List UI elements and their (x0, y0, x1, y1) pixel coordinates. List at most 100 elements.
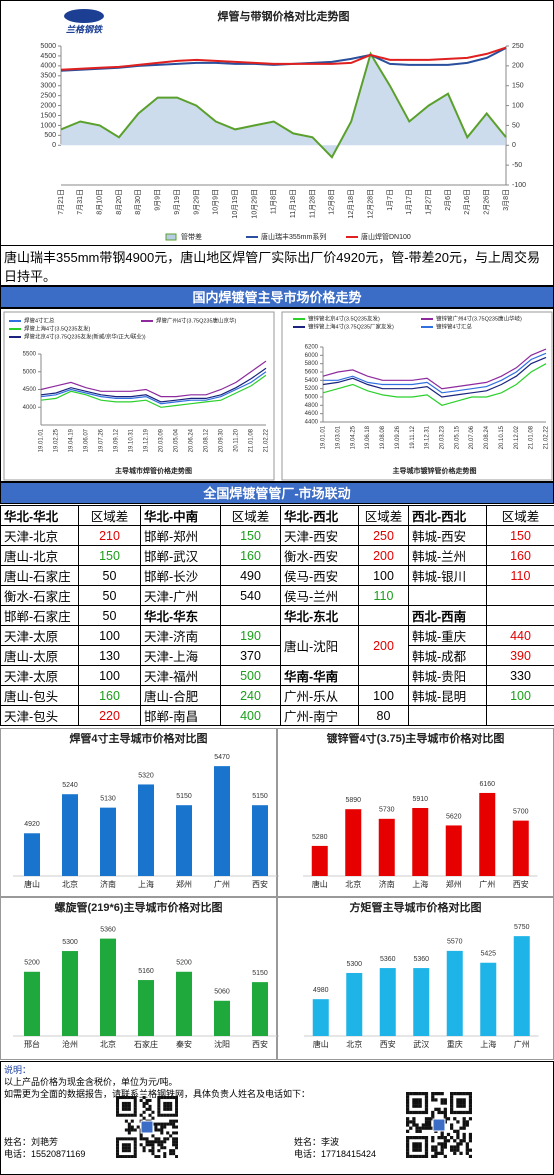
qr-module (443, 1145, 447, 1149)
qr-module (418, 1148, 422, 1152)
table-cell: 390 (486, 645, 554, 666)
qr-module (450, 1126, 454, 1130)
qr-module (406, 1101, 410, 1105)
value-label: 5320 (138, 772, 154, 779)
chart-title-box: 螺旋管(219*6)主导城市价格对比图 (54, 901, 223, 914)
x-tick-label: 19.01.01 (39, 428, 45, 452)
table-cell: 区域差 (78, 505, 141, 526)
panel (0, 897, 277, 1060)
qr-code (116, 1096, 178, 1158)
qr-module (127, 1155, 131, 1158)
x-tick-label: 广州 (214, 879, 230, 889)
contact-phone: 电话：15520871169 (4, 1149, 86, 1159)
qr-module (434, 1154, 438, 1158)
qr-module (440, 1092, 444, 1096)
qr-module (133, 1101, 137, 1105)
qr-module (154, 1128, 158, 1132)
qr-module (421, 1126, 425, 1130)
qr-module (450, 1095, 454, 1099)
qr-module (465, 1110, 469, 1115)
x-tick-label: 19.10.31 (129, 428, 135, 452)
table-cell: 天津-西安 (280, 525, 359, 546)
qr-module (130, 1113, 134, 1117)
value-label: 5280 (312, 834, 328, 841)
qr-module (157, 1110, 161, 1114)
qr-module (133, 1152, 137, 1156)
value-label: 4920 (24, 821, 40, 828)
bar (346, 972, 363, 1036)
qr-module (157, 1140, 161, 1144)
qr-module (124, 1101, 128, 1105)
qr-module (130, 1125, 134, 1129)
qr-module (142, 1116, 146, 1120)
qr-module (450, 1110, 454, 1115)
x-tick-label: 唐山 (312, 879, 328, 889)
qr-module (440, 1098, 444, 1102)
qr-module (175, 1131, 178, 1135)
x-tick-label: 20.03.09 (159, 428, 165, 452)
x-tick-label: 8月10日 (96, 189, 104, 215)
qr-module (124, 1113, 128, 1117)
x-tick-label: 唐山 (313, 1039, 329, 1049)
note-line: 如需更为全面的数据报告，请联系兰格钢铁网，具体负责人姓名及电话如下： (4, 1089, 311, 1099)
qr-module (421, 1092, 425, 1096)
table-cell (486, 705, 554, 726)
qr-module (136, 1125, 140, 1129)
qr-module (468, 1132, 472, 1137)
table-cell: 韩城-兰州 (408, 545, 487, 566)
table-cell: 150 (220, 525, 281, 546)
table-cell: 邯郸-郑州 (140, 525, 221, 546)
bar (24, 833, 40, 876)
qr-module (166, 1137, 170, 1141)
x-tick-label: 7月31日 (76, 189, 84, 215)
legend-label: 焊管北京4寸(3.75Q235友发(新威/京华/正大/联业)) (24, 332, 146, 340)
table-cell: 540 (220, 585, 281, 606)
qr-module (450, 1123, 454, 1127)
y-tick-label: 1000 (40, 122, 56, 129)
qr-module (418, 1126, 422, 1130)
value-label: 5150 (252, 970, 268, 977)
qr-module (163, 1104, 167, 1108)
x-tick-label: 19.12.19 (144, 428, 150, 452)
table-cell: 韩城-西安 (408, 525, 487, 546)
qr-module (437, 1142, 441, 1146)
y-tick-label: 4400 (305, 420, 319, 426)
qr-module (139, 1113, 143, 1117)
qr-module (459, 1142, 463, 1146)
qr-module (145, 1137, 149, 1141)
qr-module (160, 1143, 164, 1147)
x-tick-label: 21.01.08 (529, 425, 535, 449)
qr-module (175, 1137, 178, 1141)
table-cell: 广州-南宁 (280, 705, 359, 726)
chart-title: 螺旋管(219*6)主导城市价格对比图 (54, 901, 223, 914)
x-tick-label: 19.01.01 (321, 425, 327, 449)
qr-module (142, 1104, 146, 1108)
qr-module (154, 1122, 158, 1126)
qr-module (151, 1140, 155, 1144)
qr-module (163, 1122, 167, 1126)
table-cell: 唐山-太原 (0, 645, 79, 666)
qr-module (163, 1107, 167, 1111)
qr-module (163, 1155, 167, 1158)
qr-module (172, 1119, 176, 1123)
table-cell: 唐山-合肥 (140, 685, 221, 706)
qr-module (157, 1107, 161, 1111)
qr-module (130, 1137, 134, 1141)
qr-module (166, 1122, 170, 1126)
qr-module (462, 1132, 466, 1137)
chart-title: 主导城市镀锌管价格走势图 (393, 466, 477, 475)
logo-shape (64, 9, 104, 23)
qr-module (163, 1125, 167, 1129)
qr-module (431, 1092, 435, 1096)
footer: 说明： 以上产品价格为现金含税价，单位为元/吨。 如需更为全面的数据报告，请联系… (0, 1061, 554, 1175)
x-tick-label: 2月6日 (444, 189, 452, 211)
legend-label: 镀锌管4寸汇总 (436, 322, 473, 330)
x-tick-label: 沧州 (62, 1039, 78, 1049)
qr-module (428, 1123, 432, 1127)
table-cell: 天津-广州 (140, 585, 221, 606)
qr-module (450, 1104, 454, 1108)
x-tick-label: 19.03.01 (335, 425, 341, 449)
table-cell: 250 (358, 525, 409, 546)
qr-module (127, 1104, 131, 1108)
table-cell: 天津-济南 (140, 625, 221, 646)
